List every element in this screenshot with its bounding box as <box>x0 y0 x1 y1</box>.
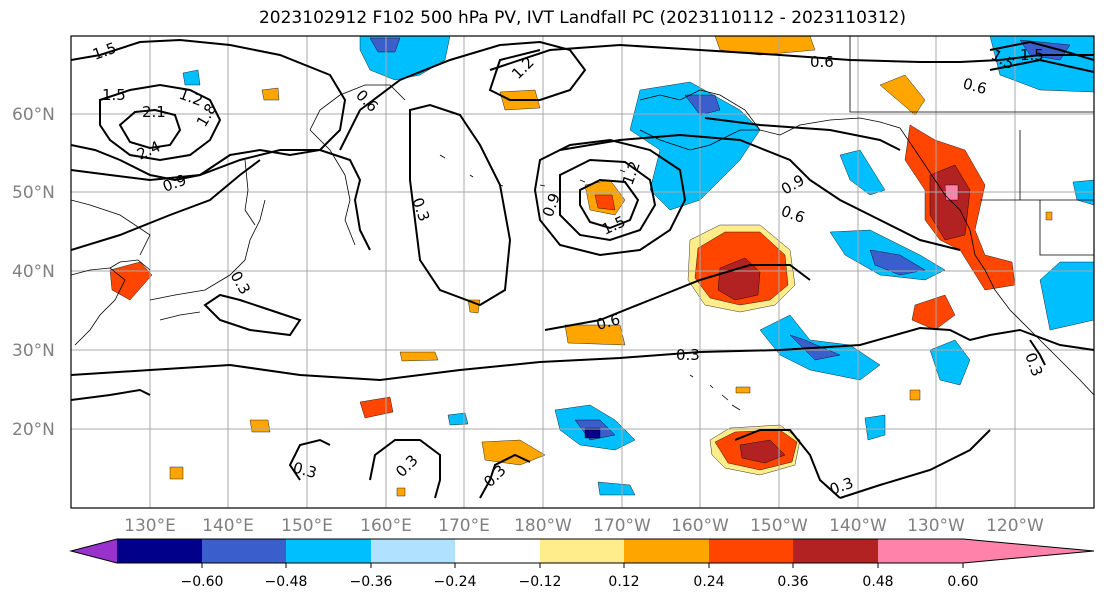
lon-label: 120°W <box>986 516 1044 536</box>
lon-label: 150°W <box>750 516 808 536</box>
colorbar-tick-label: −0.60 <box>181 574 224 590</box>
colorbar-tick-label: −0.36 <box>350 574 393 590</box>
map-frame <box>70 35 1095 509</box>
colorbar-tick-label: −0.12 <box>519 574 562 590</box>
contour-label: 1.5 <box>102 86 126 104</box>
latitude-labels: 60°N 50°N 40°N 30°N 20°N <box>12 105 55 440</box>
colorbar-segment <box>455 539 540 563</box>
map-title: 2023102912 F102 500 hPa PV, IVT Landfall… <box>258 8 906 28</box>
colorbar-tick-label: 0.48 <box>862 574 893 590</box>
colorbar-segment <box>709 539 794 563</box>
lon-label: 160°E <box>360 516 412 536</box>
pv-contours <box>71 38 1094 499</box>
colorbar-segment <box>117 539 202 563</box>
contour-label: 0.6 <box>594 310 622 334</box>
contour-label: 0.3 <box>676 346 700 364</box>
gridlines <box>71 36 1094 508</box>
colorbar-segment <box>878 539 963 563</box>
colorbar-extend-min <box>71 539 117 563</box>
lon-label: 140°E <box>202 516 254 536</box>
colorbar-segment <box>202 539 287 563</box>
contour-label: 0.3 <box>291 458 319 482</box>
colorbar-extend-max <box>963 539 1094 563</box>
lon-label: 170°E <box>438 516 490 536</box>
coastlines <box>71 36 1094 411</box>
colorbar-tick-label: 0.12 <box>608 574 639 590</box>
lon-label: 180°W <box>514 516 572 536</box>
colorbar: −0.60 −0.48 −0.36 −0.24 −0.12 0.12 0.24 … <box>69 538 1095 590</box>
lat-label: 50°N <box>12 183 55 203</box>
colorbar-tick-label: 0.36 <box>777 574 808 590</box>
colorbar-segment <box>624 539 709 563</box>
lon-label: 160°W <box>671 516 729 536</box>
contour-label: 1.5 <box>1020 46 1044 64</box>
lon-label: 130°E <box>124 516 176 536</box>
colorbar-tick-label: 0.60 <box>947 574 978 590</box>
lat-label: 40°N <box>12 262 55 282</box>
colorbar-tick-label: −0.48 <box>265 574 308 590</box>
lat-label: 20°N <box>12 420 55 440</box>
colorbar-segment <box>286 539 371 563</box>
colorbar-segment <box>540 539 625 563</box>
lon-label: 150°E <box>281 516 333 536</box>
colorbar-tick-label: −0.24 <box>434 574 477 590</box>
longitude-labels: 130°E 140°E 150°E 160°E 170°E 180°W 170°… <box>124 516 1044 536</box>
lat-label: 60°N <box>12 105 55 125</box>
contour-label: 0.6 <box>961 74 989 98</box>
colorbar-segment <box>793 539 878 563</box>
colorbar-tick-label: 0.24 <box>693 574 724 590</box>
lon-label: 130°W <box>907 516 965 536</box>
lon-label: 140°W <box>829 516 887 536</box>
contour-label: 0.6 <box>810 53 834 71</box>
lat-label: 30°N <box>12 341 55 361</box>
lon-label: 170°W <box>593 516 651 536</box>
contour-label: 2.1 <box>142 103 166 121</box>
colorbar-segment <box>371 539 456 563</box>
